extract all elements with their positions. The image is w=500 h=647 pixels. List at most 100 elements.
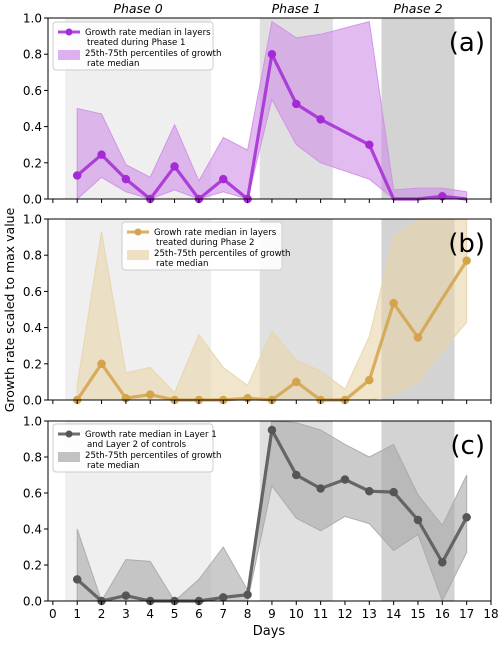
median-point	[219, 174, 228, 184]
x-tick-label: 18	[483, 607, 498, 621]
x-tick-label: 17	[459, 607, 474, 621]
legend-band-swatch	[58, 452, 80, 462]
median-point	[365, 375, 374, 385]
median-point	[292, 377, 301, 387]
legend-band-swatch	[127, 250, 149, 260]
median-point	[292, 99, 301, 109]
median-point	[145, 390, 155, 399]
y-tick-label: 0.6	[23, 285, 42, 299]
y-tick-label: 0.0	[23, 193, 42, 207]
panel-2: 0.0 0.2 0.4 0.6 0.8 1.0 (b) Growh rate median i…	[23, 213, 492, 408]
legend-band-label: rate median	[87, 59, 139, 69]
median-point	[413, 515, 423, 525]
x-tick-label: 11	[313, 607, 328, 621]
y-tick-label: 0.2	[23, 357, 42, 371]
y-tick-label: 0.6	[23, 487, 42, 501]
legend-line-label: Growth rate median in Layer 1	[85, 430, 217, 440]
phase-label: Phase 0	[113, 1, 162, 16]
median-point	[97, 150, 106, 159]
legend-box	[121, 221, 283, 271]
median-point	[413, 333, 423, 342]
x-tick-label: 10	[289, 607, 304, 621]
legend-line-label: treated during Phase 2	[156, 238, 254, 248]
x-tick-label: 3	[122, 607, 130, 621]
legend-marker-swatch	[65, 28, 73, 36]
legend-line-label: treated during Phase 1	[87, 38, 185, 48]
axes-frame	[47, 218, 492, 401]
axes-frame	[47, 17, 492, 200]
y-tick-label: 0.6	[23, 84, 42, 98]
legend-box	[52, 21, 214, 71]
y-tick-label: 0.4	[23, 523, 42, 537]
x-tick-label: 0	[49, 607, 57, 621]
panel-label: (a)	[449, 28, 485, 58]
y-tick-label: 0.2	[23, 559, 42, 573]
x-tick-label: 8	[244, 607, 252, 621]
median-point	[462, 256, 471, 265]
panel-label: (c)	[450, 431, 485, 461]
axes-frame	[47, 420, 492, 602]
median-point	[340, 475, 350, 484]
median-point	[243, 590, 252, 599]
phase-band-3	[381, 18, 455, 199]
median-point	[389, 487, 398, 497]
y-axis-label: Growth rate scaled to max value	[2, 207, 17, 412]
y-tick-label: 0.2	[23, 156, 42, 170]
median-point	[267, 49, 277, 59]
x-axis-label: Days	[253, 624, 286, 639]
x-tick-label: 15	[410, 607, 425, 621]
y-tick-label: 0.4	[23, 321, 42, 335]
median-point	[219, 593, 228, 602]
x-tick-label: 9	[268, 607, 276, 621]
phase-label: Phase 2	[393, 1, 442, 16]
y-tick-label: 1.0	[23, 12, 42, 26]
legend-band-label: 25th-75th percentiles of growth	[85, 49, 221, 59]
y-tick-label: 0.4	[23, 120, 42, 134]
x-tick-label: 16	[435, 607, 450, 621]
y-tick-label: 1.0	[23, 213, 42, 227]
x-tick-label: 4	[146, 607, 154, 621]
y-tick-label: 0.8	[23, 249, 42, 263]
median-point	[365, 486, 374, 496]
x-tick-label: 7	[219, 607, 227, 621]
panel-3: 0.00.20.40.60.81.00 1 2 3 4 5 6 7 8 9 10 11 12 13 14 15…	[23, 415, 499, 622]
x-tick-label: 1	[73, 607, 81, 621]
median-point	[292, 470, 301, 480]
median-point	[389, 298, 398, 308]
legend-marker-swatch	[65, 430, 73, 438]
median-point	[365, 140, 374, 149]
legend-line-label: Growth rate median in layers	[85, 28, 211, 38]
median-point	[316, 115, 325, 124]
legend-line-label: Growh rate median in layers	[154, 228, 277, 238]
legend-band-label: rate median	[156, 259, 208, 269]
legend-band-label: 25th-75th percentiles of growth	[154, 249, 290, 259]
x-tick-label: 6	[195, 607, 203, 621]
median-point	[97, 359, 106, 369]
median-point	[462, 513, 471, 522]
x-tick-label: 14	[386, 607, 401, 621]
median-point	[121, 591, 131, 600]
legend-box	[52, 423, 214, 473]
y-tick-label: 0.0	[23, 394, 42, 408]
x-tick-label: 2	[98, 607, 106, 621]
y-tick-label: 1.0	[23, 415, 42, 429]
legend-line-label: and Layer 2 of controls	[87, 440, 187, 450]
phase-label: Phase 1	[272, 1, 321, 16]
legend-marker-swatch	[134, 228, 142, 236]
median-point	[267, 425, 277, 435]
y-tick-label: 0.8	[23, 451, 42, 465]
x-tick-label: 13	[362, 607, 377, 621]
legend-band-label: 25th-75th percentiles of growth	[85, 451, 221, 461]
legend-band-swatch	[58, 50, 80, 60]
y-tick-label: 0.8	[23, 48, 42, 62]
median-point	[72, 171, 82, 180]
median-point	[72, 575, 82, 584]
panel-1: 0.0 0.2 0.4 0.6 0.8 1.0 (a) Phase 0 Phase 1 Phase…	[23, 1, 492, 207]
x-tick-label: 5	[171, 607, 179, 621]
panel-label: (b)	[448, 229, 485, 259]
